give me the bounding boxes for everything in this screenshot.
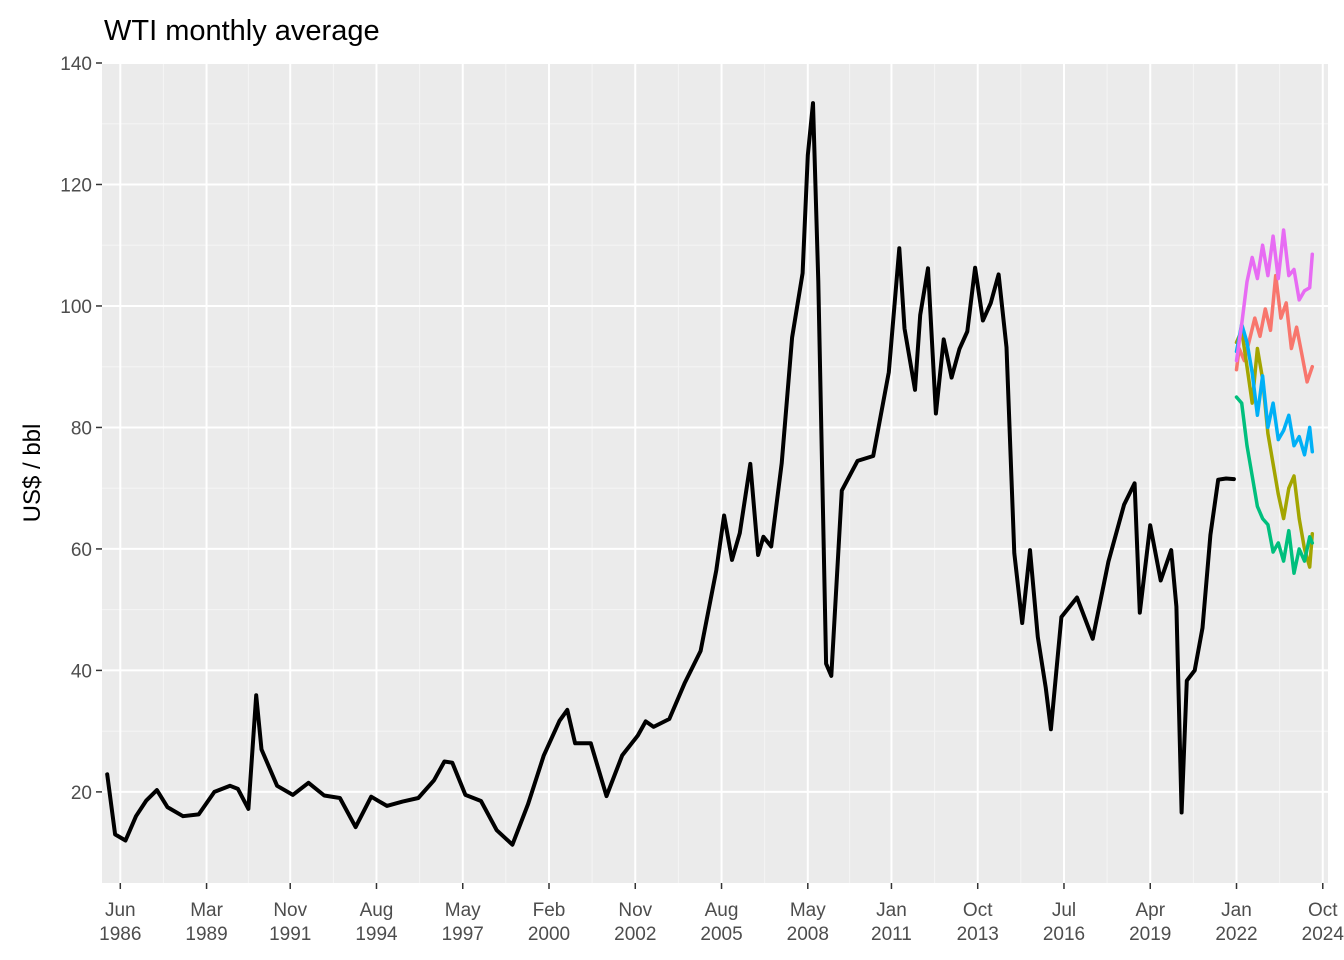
series-line-scenario-3 xyxy=(1234,395,1315,575)
series-line-scenario-5 xyxy=(1234,228,1315,363)
y-tick-label: 60 xyxy=(71,540,92,561)
x-tick-label-year: 1989 xyxy=(185,924,227,945)
x-tick-label-year: 1994 xyxy=(355,924,398,945)
axes: 20 40 60 80 100 120 140 Jun 1986 Mar 1989 Nov 1991 Au… xyxy=(60,54,1344,945)
x-tick-label-year: 2011 xyxy=(871,924,912,945)
x-tick-label-year: 1997 xyxy=(442,924,484,945)
x-tick-label-month: Apr xyxy=(1135,900,1165,921)
y-tick-label: 40 xyxy=(71,661,92,682)
series-line-wti-history xyxy=(105,101,1236,847)
x-tick-label-month: Mar xyxy=(190,900,223,921)
x-tick-label-year: 2008 xyxy=(787,924,829,945)
y-tick-label: 140 xyxy=(60,54,92,75)
y-tick-label: 100 xyxy=(60,297,92,318)
x-tick-label-year: 2013 xyxy=(957,924,999,945)
x-tick-label-year: 2002 xyxy=(614,924,656,945)
chart-title: WTI monthly average xyxy=(104,15,380,47)
series-line-scenario-2 xyxy=(1234,328,1315,569)
x-tick-label-year: 1986 xyxy=(99,924,141,945)
x-tick-label-month: Aug xyxy=(705,900,739,921)
series-layer xyxy=(105,101,1315,847)
x-tick-label-month: Jan xyxy=(876,900,907,921)
y-tick-label: 80 xyxy=(71,418,92,439)
plot-panel xyxy=(102,63,1328,883)
y-tick-label: 20 xyxy=(71,783,92,804)
x-tick-label-month: Nov xyxy=(618,900,652,921)
x-tick-label-month: May xyxy=(790,900,826,921)
x-tick-label-year: 2019 xyxy=(1129,924,1171,945)
x-tick-label-year: 2000 xyxy=(528,924,570,945)
x-tick-label-year: 2016 xyxy=(1043,924,1085,945)
x-tick-label-month: May xyxy=(445,900,481,921)
series-line-scenario-4 xyxy=(1234,322,1315,457)
x-tick-label-month: Oct xyxy=(1308,900,1338,921)
x-tick-label-month: Jul xyxy=(1052,900,1076,921)
x-tick-label-month: Nov xyxy=(273,900,307,921)
x-tick-label-year: 2024 xyxy=(1302,924,1344,945)
x-tick-label-month: Oct xyxy=(963,900,993,921)
x-tick-label-month: Jan xyxy=(1221,900,1252,921)
y-axis-title: US$ / bbl xyxy=(19,424,46,523)
x-tick-label-year: 2005 xyxy=(700,924,742,945)
minor-grid xyxy=(102,63,1328,883)
x-tick-label-month: Aug xyxy=(360,900,394,921)
x-tick-label-year: 1991 xyxy=(269,924,311,945)
x-tick-label-month: Jun xyxy=(105,900,136,921)
x-tick-label-month: Feb xyxy=(533,900,566,921)
y-tick-label: 120 xyxy=(60,175,92,196)
major-grid xyxy=(102,62,1328,883)
x-tick-label-year: 2022 xyxy=(1215,924,1257,945)
